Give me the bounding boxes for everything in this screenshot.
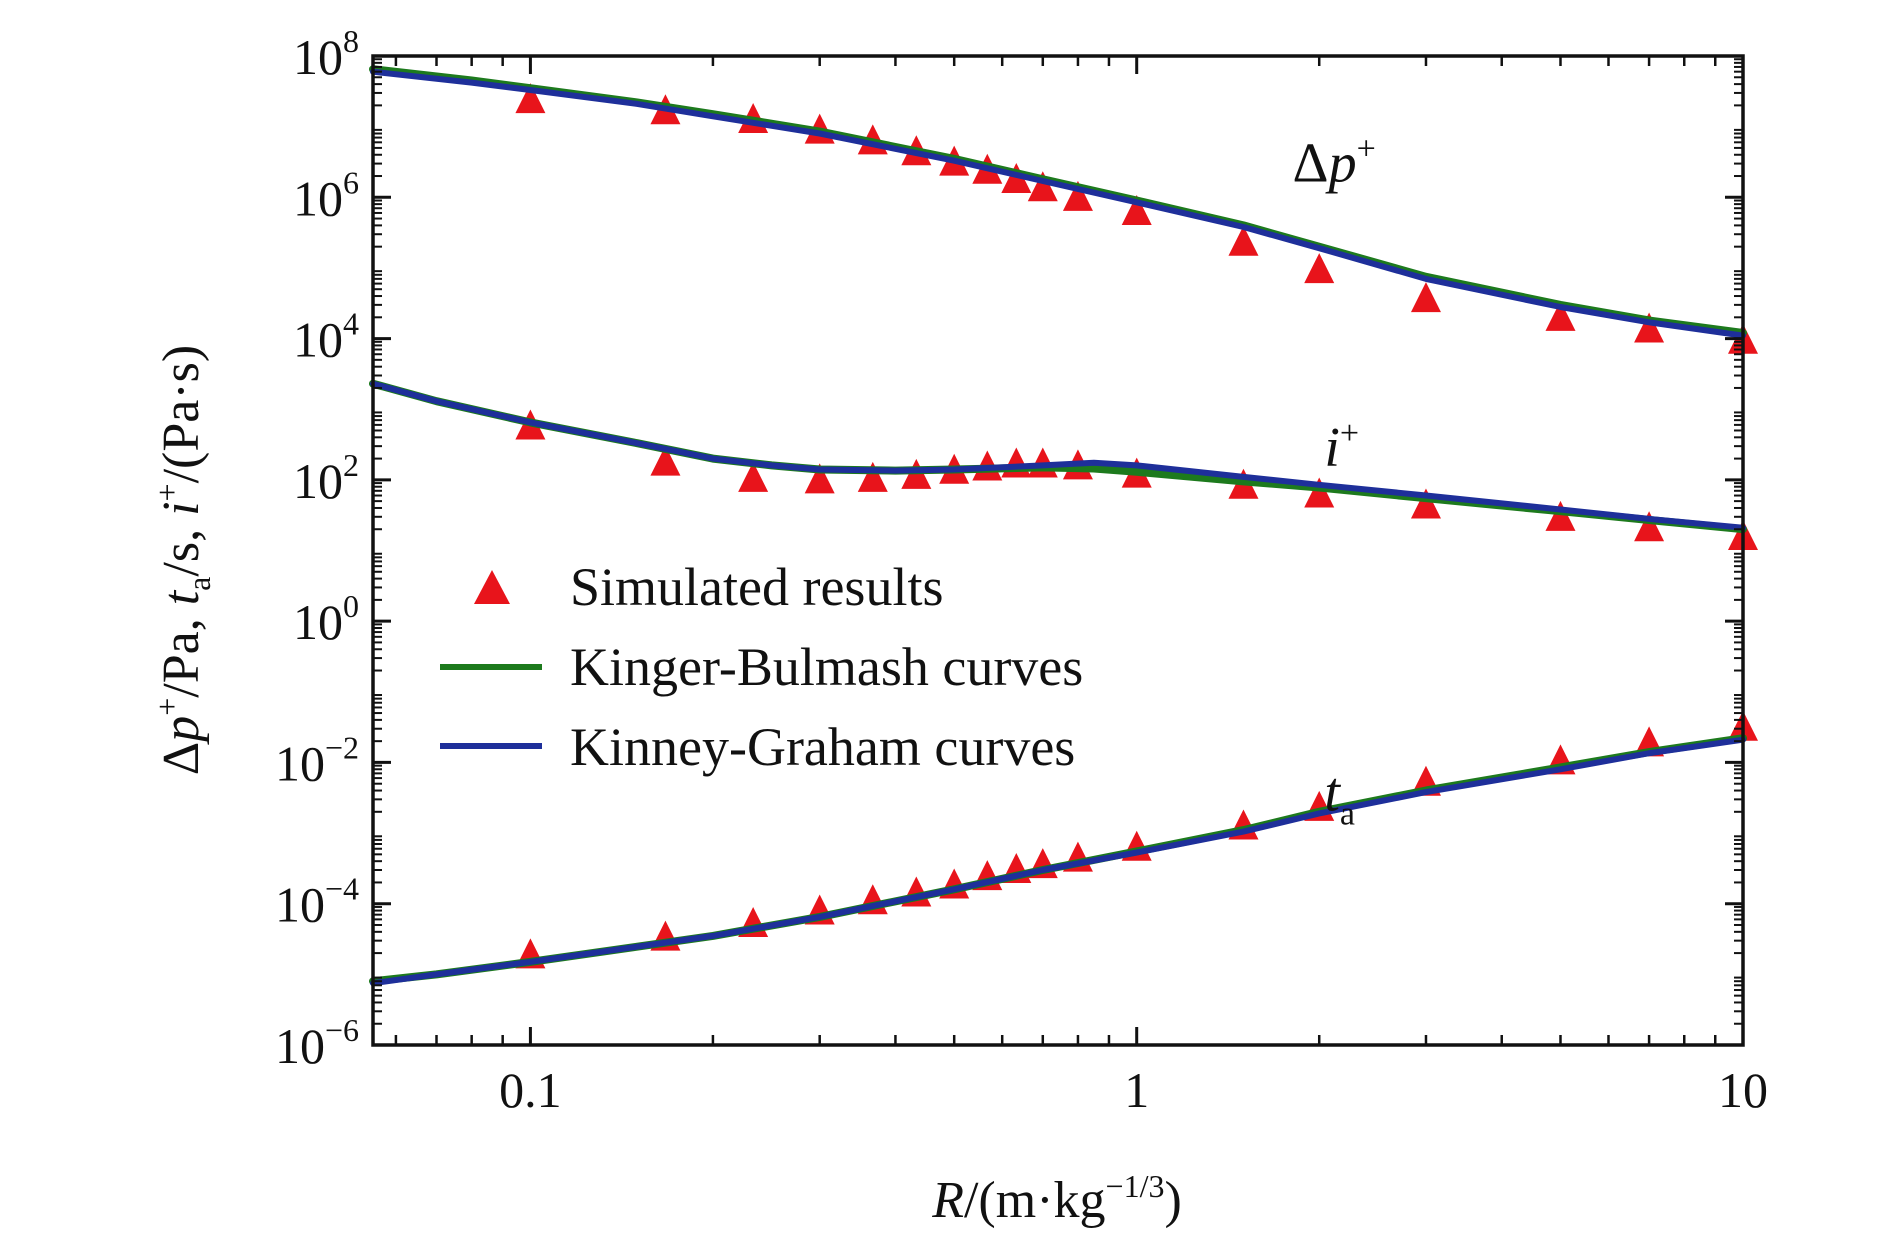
legend-label-simulated: Simulated results [570, 557, 943, 617]
curve-label-1: i+ [1324, 415, 1359, 479]
x-axis-unit: /(m·kg [964, 1172, 1106, 1229]
simulated-marker-i [857, 461, 888, 492]
y-tick-label: 102 [293, 447, 359, 509]
y-tick-label: 100 [293, 588, 359, 650]
y-axis-title: Δp+/Pa, ta/s, i+/(Pa·s) [149, 345, 217, 775]
y-axis-p-sup: + [149, 698, 185, 716]
curve-labels: Δp+ i+ ta [1293, 131, 1376, 833]
y-axis-i: i [153, 501, 210, 515]
y-axis-t-sub: a [181, 577, 217, 591]
simulated-marker-i [1410, 488, 1441, 519]
legend-item-kinney-graham: Kinney-Graham curves [440, 717, 1075, 777]
legend-label-kinger-bulmash: Kinger-Bulmash curves [570, 637, 1083, 697]
y-tick-label: 10−6 [275, 1012, 359, 1074]
legend-item-kinger-bulmash: Kinger-Bulmash curves [440, 637, 1083, 697]
y-axis-delta: Δ [153, 742, 210, 775]
x-axis-title: R/(m·kg−1/3) [931, 1168, 1182, 1229]
legend-item-simulated: Simulated results [474, 557, 943, 617]
plot-frame [371, 54, 1745, 1047]
y-tick-label: 104 [293, 306, 359, 368]
simulated-marker-p [1634, 312, 1665, 343]
y-tick-label: 108 [293, 23, 359, 85]
y-axis-t: t [153, 589, 210, 605]
y-axis-pa: /Pa, [153, 605, 210, 697]
y-axis-s: /s, [153, 516, 210, 577]
kinney-graham-line-p [370, 68, 1746, 339]
simulated-marker-i [804, 463, 835, 494]
y-tick-label: 106 [293, 164, 359, 226]
curve-label-2: ta [1324, 762, 1355, 833]
plot-series [369, 65, 1758, 987]
simulated-marker-i [1304, 477, 1335, 508]
curve-label-0: Δp+ [1293, 131, 1376, 195]
simulated-marker-p [1304, 253, 1335, 284]
y-axis-pas: /(Pa·s) [153, 345, 210, 484]
x-tick-label: 10 [1718, 1062, 1768, 1118]
simulated-marker-i [738, 461, 769, 492]
y-tick-label: 10−4 [275, 871, 359, 933]
x-axis-var: R [931, 1172, 964, 1229]
simulated-marker-p [1545, 300, 1576, 331]
x-tick-label: 1 [1124, 1062, 1149, 1118]
y-tick-label: 10−2 [275, 729, 359, 791]
x-axis-unit-exp: −1/3 [1106, 1168, 1165, 1204]
simulated-marker-p [1410, 282, 1441, 313]
y-axis-i-sup: + [149, 483, 185, 501]
simulated-marker-p [1121, 194, 1152, 225]
kinney-graham-line-i [370, 380, 1746, 531]
legend-label-kinney-graham: Kinney-Graham curves [570, 717, 1075, 777]
simulated-marker-i [1634, 511, 1665, 542]
x-tick-label: 0.1 [499, 1062, 562, 1118]
simulated-marker-p [1062, 180, 1093, 211]
simulated-marker-i [1545, 500, 1576, 531]
simulated-marker-p [1228, 225, 1259, 256]
kinney-graham-line-ta [370, 736, 1746, 987]
legend: Simulated results Kinger-Bulmash curves … [440, 557, 1083, 777]
simulated-marker-p [1027, 171, 1058, 202]
simulated-marker-p [515, 83, 546, 114]
simulated-marker-i [650, 445, 681, 476]
legend-triangle-marker [474, 570, 510, 604]
y-axis-p: p [153, 716, 210, 746]
x-axis-unit-close: ) [1164, 1172, 1181, 1229]
